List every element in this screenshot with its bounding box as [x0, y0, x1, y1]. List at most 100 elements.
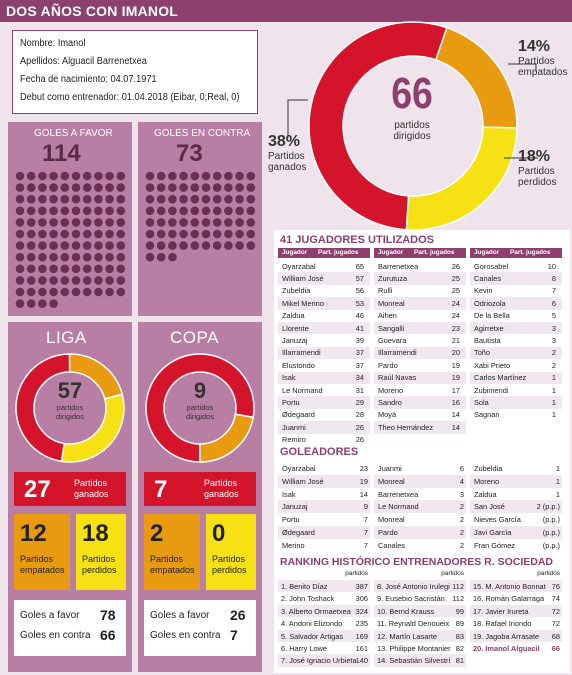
coach-matches: 72 — [551, 619, 560, 629]
goal-dot — [15, 183, 25, 192]
copa-panel: COPA 9 partidos dirigidos 7 Partidos gan… — [138, 322, 262, 672]
player-matches: 53 — [355, 298, 364, 308]
coach-name: 4. Andoni Elizondo — [281, 619, 343, 629]
player-name: De la Bella — [474, 311, 510, 321]
goal-dot — [190, 229, 200, 239]
player-name: Rulli — [378, 286, 393, 296]
goal-dot — [49, 287, 58, 297]
player-matches: 19 — [451, 360, 460, 370]
coach-matches: 306 — [355, 594, 368, 604]
row-band — [374, 346, 466, 360]
lost-annotation: 18% Partidos perdidos — [518, 148, 572, 188]
goal-dot — [71, 241, 81, 250]
coach-name: 18. Rafael Iriondo — [473, 619, 532, 629]
goal-dot — [145, 206, 155, 216]
player-name: Kevin — [474, 286, 493, 296]
goal-dot — [156, 194, 166, 204]
row-band — [374, 580, 466, 593]
goal-dot — [71, 183, 81, 192]
goal-dot — [49, 299, 58, 308]
goal-dot — [212, 194, 222, 204]
goal-dot — [116, 229, 126, 239]
goal-dot — [94, 206, 103, 216]
copa-goals-for-value: 26 — [230, 607, 246, 623]
player-matches: 3 — [551, 323, 556, 333]
goal-dot — [168, 229, 177, 239]
drawn-label: Partidos empatados — [518, 56, 568, 78]
liga-panel: LIGA 57 partidos dirigidos 27 Partidos g… — [8, 322, 132, 672]
goal-dot — [246, 183, 256, 192]
goal-dot — [26, 299, 36, 308]
goal-dot — [156, 171, 166, 181]
goal-dot — [71, 206, 81, 216]
player-matches: 5 — [551, 311, 556, 321]
row-band — [374, 474, 466, 488]
goal-dot — [82, 183, 92, 192]
goal-dot — [156, 252, 166, 262]
goal-dot — [179, 194, 188, 204]
player-matches: 37 — [355, 360, 364, 370]
scorer-name: Isak — [282, 489, 296, 499]
row-band — [278, 526, 370, 539]
goal-dot — [15, 276, 25, 285]
scorer-goals: (p.p.) — [542, 540, 560, 550]
goal-dot — [235, 229, 244, 239]
row-band — [374, 272, 466, 285]
goal-dot — [179, 241, 188, 250]
row-band — [470, 371, 562, 384]
goal-dot — [15, 299, 25, 308]
goal-dot — [116, 252, 126, 262]
row-band — [278, 654, 370, 667]
coach-matches: 235 — [355, 619, 368, 629]
player-matches: 28 — [355, 410, 364, 420]
goal-dot — [38, 287, 47, 297]
coach-name: 5. Salvador Artigas — [281, 631, 344, 641]
row-band — [278, 346, 370, 360]
coach-name: 15. M. Antonio Bonnat — [473, 582, 546, 591]
liga-goals-for-value: 78 — [100, 607, 116, 623]
goal-dot — [116, 206, 126, 216]
goal-dot — [168, 171, 177, 181]
goal-dot — [94, 229, 103, 239]
coach-matches: 68 — [551, 631, 560, 641]
row-band — [278, 371, 370, 384]
goal-dot — [26, 276, 36, 285]
goal-dot — [190, 183, 200, 192]
profile-name: Nombre: Imanol — [20, 38, 86, 49]
player-name: Monreal — [378, 298, 405, 308]
goal-dot — [179, 206, 188, 216]
scorer-name: Barrenetxea — [378, 489, 419, 499]
coach-matches: 387 — [355, 582, 368, 591]
player-matches: 6 — [551, 298, 556, 308]
player-name: Pardo — [378, 360, 398, 370]
coach-name: 9. Eusebio Sacristán — [377, 594, 445, 604]
goal-dot — [38, 241, 47, 250]
copa-goals-against-label: Goles en contra — [150, 630, 221, 641]
player-name: Januzaj — [282, 335, 308, 345]
goal-dot — [94, 218, 103, 227]
player-name: Elustondo — [282, 360, 315, 370]
goal-dot — [49, 218, 58, 227]
copa-goals-against-value: 7 — [230, 627, 238, 643]
goal-dot — [26, 229, 36, 239]
goals-against-panel: GOLES EN CONTRA 73 — [138, 122, 262, 316]
scorer-name: Portu — [282, 515, 300, 525]
goal-dot — [38, 299, 47, 308]
scorer-name: San José — [474, 502, 505, 512]
goal-dot — [246, 171, 256, 181]
row-band — [278, 500, 370, 514]
copa-won-label: Partidos ganados — [204, 478, 239, 499]
player-matches: 46 — [355, 311, 364, 321]
goal-dot — [145, 194, 155, 204]
lost-label: Partidos perdidos — [518, 166, 557, 188]
row-band — [278, 297, 370, 310]
row-band — [374, 297, 466, 310]
goal-dot — [71, 218, 81, 227]
main-donut-label: partidos dirigidos — [393, 120, 431, 142]
goal-dot — [26, 206, 36, 216]
player-name: Le Normand — [282, 385, 323, 395]
player-matches: 1 — [551, 397, 556, 407]
goal-dot — [168, 241, 177, 250]
goal-dot — [116, 276, 126, 285]
won-label: Partidos ganados — [268, 151, 307, 173]
